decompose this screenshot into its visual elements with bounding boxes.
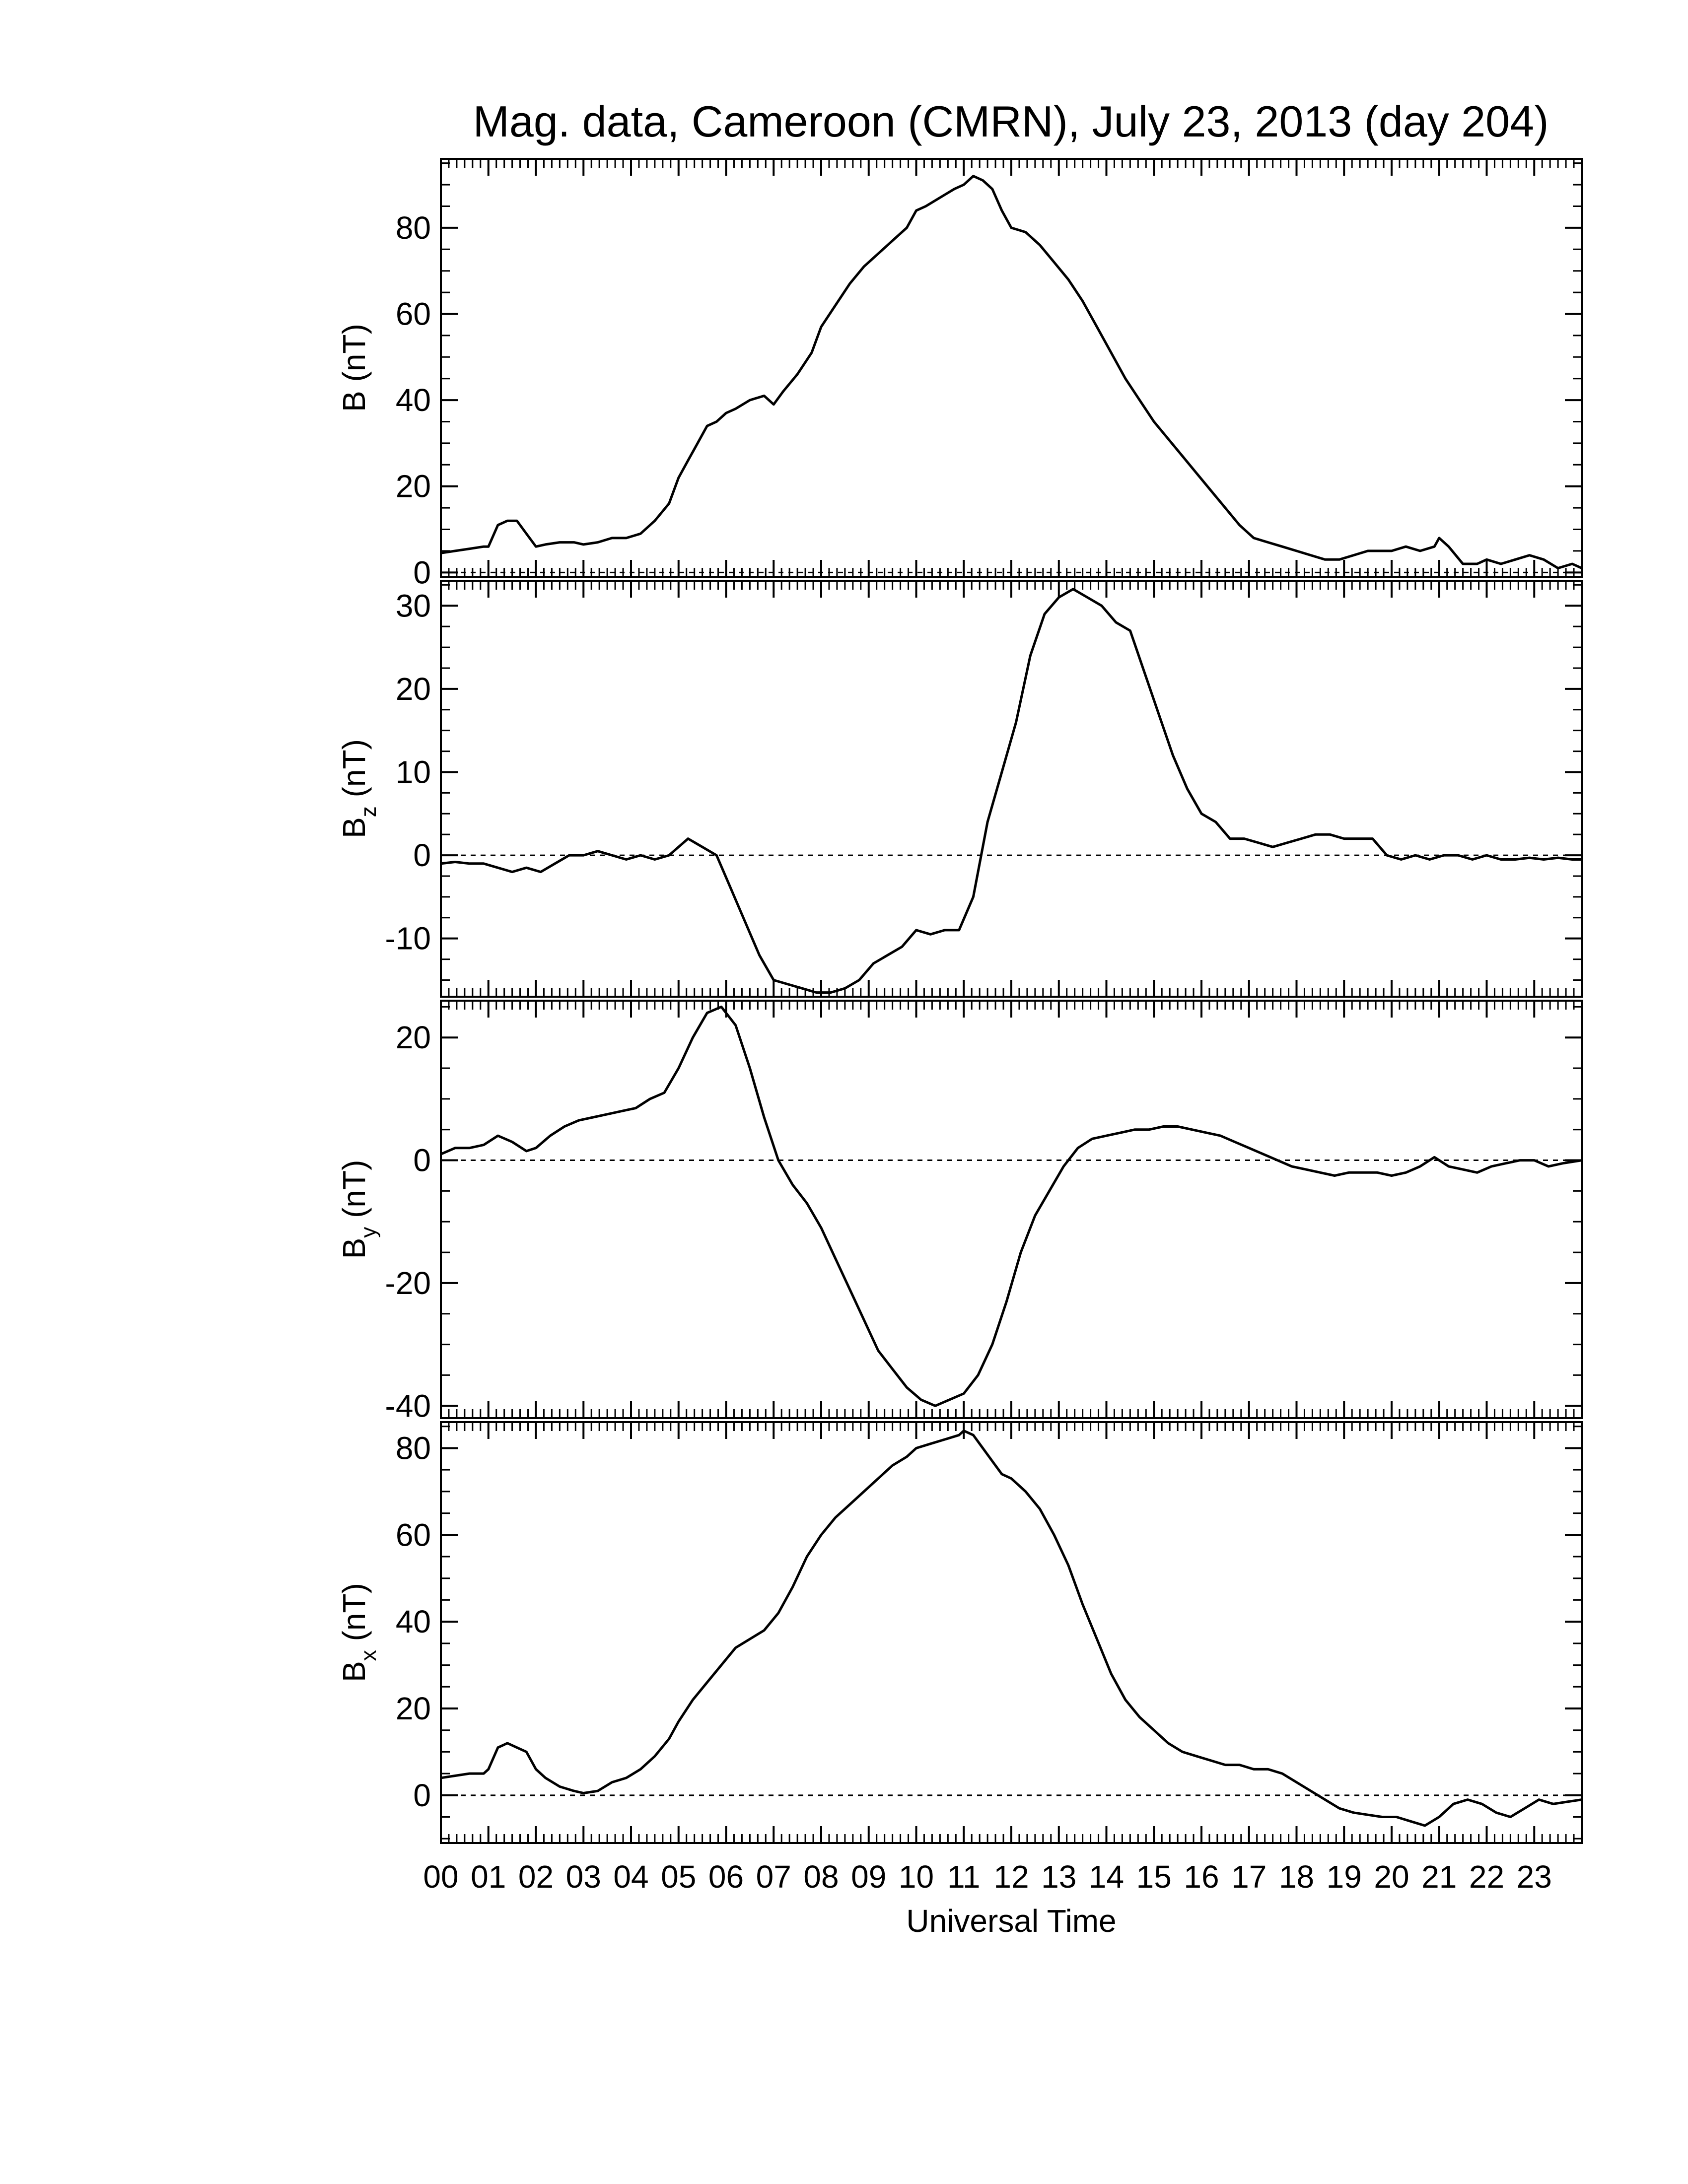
y-tick-label: 20 (396, 1691, 431, 1726)
x-tick-label: 22 (1469, 1859, 1504, 1895)
panel-frame-b (440, 158, 1583, 578)
y-tick-label: 40 (396, 1604, 431, 1639)
x-tick-label: 15 (1136, 1859, 1172, 1895)
panel-b: 0 20 40 60 80 B (nT) (336, 158, 1583, 590)
x-tick-label: 02 (518, 1859, 554, 1895)
x-tick-label: 04 (613, 1859, 648, 1895)
x-tick-label: 21 (1421, 1859, 1457, 1895)
x-tick-label: 13 (1041, 1859, 1076, 1895)
y-tick-label: 80 (396, 1430, 431, 1466)
x-tick-label: 23 (1517, 1859, 1552, 1895)
x-axis-label: Universal Time (906, 1903, 1116, 1939)
y-axis-label-main: B (336, 1238, 372, 1259)
x-tick-label: 12 (993, 1859, 1029, 1895)
x-tick-label: 03 (566, 1859, 601, 1895)
y-axis-label-subscript: x (356, 1650, 381, 1661)
x-tick-label: 07 (756, 1859, 791, 1895)
x-tick-label: 20 (1374, 1859, 1409, 1895)
y-tick-label: 60 (396, 1517, 431, 1553)
panel-by: -40 -20 0 20 By (nT) (336, 1000, 1583, 1424)
x-tick-label: 11 (947, 1859, 980, 1895)
x-tick-label: 01 (471, 1859, 506, 1895)
x-tick-label: 16 (1184, 1859, 1219, 1895)
panel-frame-bx (440, 1421, 1583, 1844)
series-line-bx (440, 1430, 1582, 1827)
y-tick-label: 0 (413, 837, 431, 873)
y-tick-label: 0 (413, 554, 431, 590)
y-tick-label: -20 (385, 1265, 431, 1301)
y-axis-label-subscript: z (356, 806, 381, 817)
y-tick-label: 30 (396, 588, 431, 623)
y-tick-label: 0 (413, 1143, 431, 1178)
x-tick-label: 06 (708, 1859, 744, 1895)
x-tick-label: 14 (1089, 1859, 1124, 1895)
x-tick-label: 19 (1327, 1859, 1362, 1895)
chart-title: Mag. data, Cameroon (CMRN), July 23, 201… (473, 97, 1549, 146)
x-tick-label: 17 (1231, 1859, 1266, 1895)
y-axis-label-unit: (nT) (336, 324, 372, 391)
y-tick-label: 40 (396, 382, 431, 418)
y-tick-label: 0 (413, 1777, 431, 1813)
series-line-bz (440, 588, 1582, 994)
panel-frame-bz (440, 580, 1583, 998)
y-axis-label-main: B (336, 1661, 372, 1682)
y-axis-label-main: B (336, 817, 372, 838)
y-tick-label: 20 (396, 671, 431, 707)
y-axis-label-bz: Bz (nT) (336, 739, 381, 838)
panel-bx: 0 20 40 60 80 Bx (nT) 00 01 02 03 04 05 06 07 08 09 10 11… (336, 1421, 1583, 1895)
y-axis-label-unit: (nT) (336, 1583, 372, 1650)
y-tick-label: 20 (396, 469, 431, 504)
y-axis-label-by: By (nT) (336, 1160, 381, 1259)
x-tick-label: 09 (851, 1859, 886, 1895)
y-axis-label-bx: Bx (nT) (336, 1583, 381, 1682)
x-tick-label: 18 (1279, 1859, 1314, 1895)
y-axis-label-main: B (336, 391, 372, 412)
y-axis-label-unit: (nT) (336, 1160, 372, 1227)
y-tick-label: 20 (396, 1020, 431, 1055)
panel-frame-by (440, 1000, 1583, 1419)
x-tick-label: 05 (661, 1859, 696, 1895)
series-line-by (440, 1005, 1582, 1407)
panel-bz: -10 0 10 20 30 Bz (nT) (336, 580, 1583, 998)
y-axis-label-unit: (nT) (336, 739, 372, 806)
y-tick-label: 10 (396, 754, 431, 790)
series-line-b (440, 175, 1583, 570)
y-tick-label: 80 (396, 210, 431, 246)
y-tick-label: -10 (385, 921, 431, 956)
y-tick-label: -40 (385, 1388, 431, 1424)
y-tick-label: 60 (396, 296, 431, 332)
y-axis-label-b: B (nT) (336, 324, 372, 412)
y-axis-label-subscript: y (356, 1227, 381, 1238)
x-tick-label: 08 (803, 1859, 839, 1895)
x-tick-label: 00 (423, 1859, 458, 1895)
x-tick-label: 10 (899, 1859, 934, 1895)
